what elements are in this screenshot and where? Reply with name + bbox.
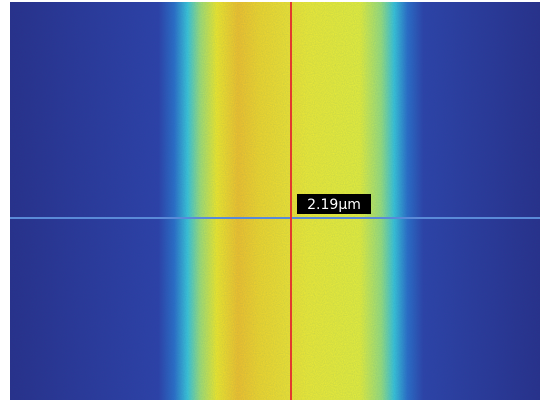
image-noise — [10, 2, 540, 400]
label-background — [297, 194, 371, 214]
measurement-label: 2.19µm — [307, 197, 361, 213]
